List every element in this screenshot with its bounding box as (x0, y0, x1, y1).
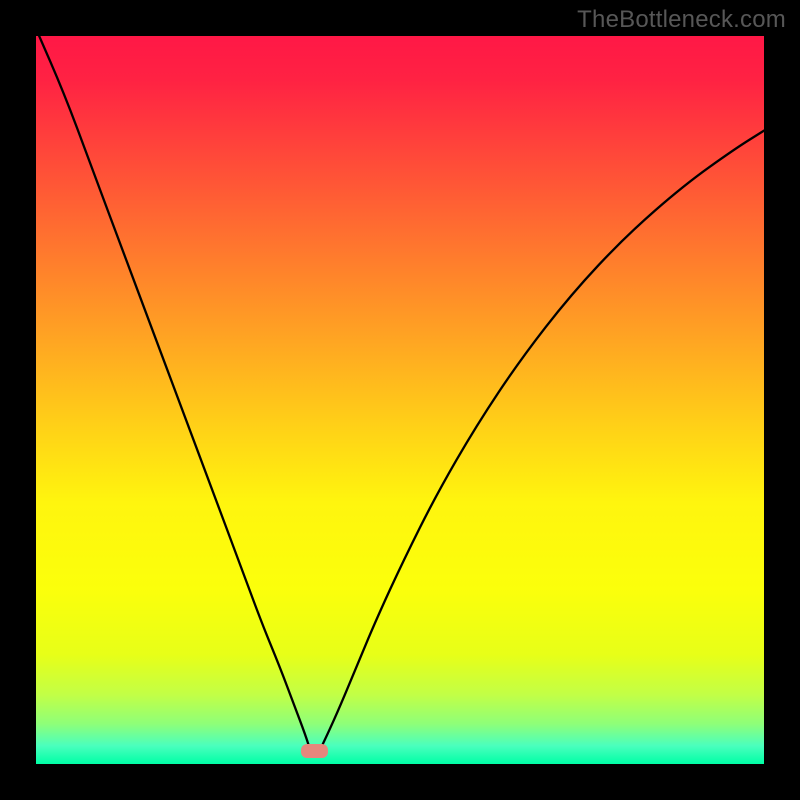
bottleneck-curve-svg (36, 36, 764, 764)
gradient-background (36, 36, 764, 764)
plot-area (36, 36, 764, 764)
watermark-text: TheBottleneck.com (577, 6, 786, 34)
optimum-marker (301, 744, 328, 758)
chart-frame: TheBottleneck.com (0, 0, 800, 800)
